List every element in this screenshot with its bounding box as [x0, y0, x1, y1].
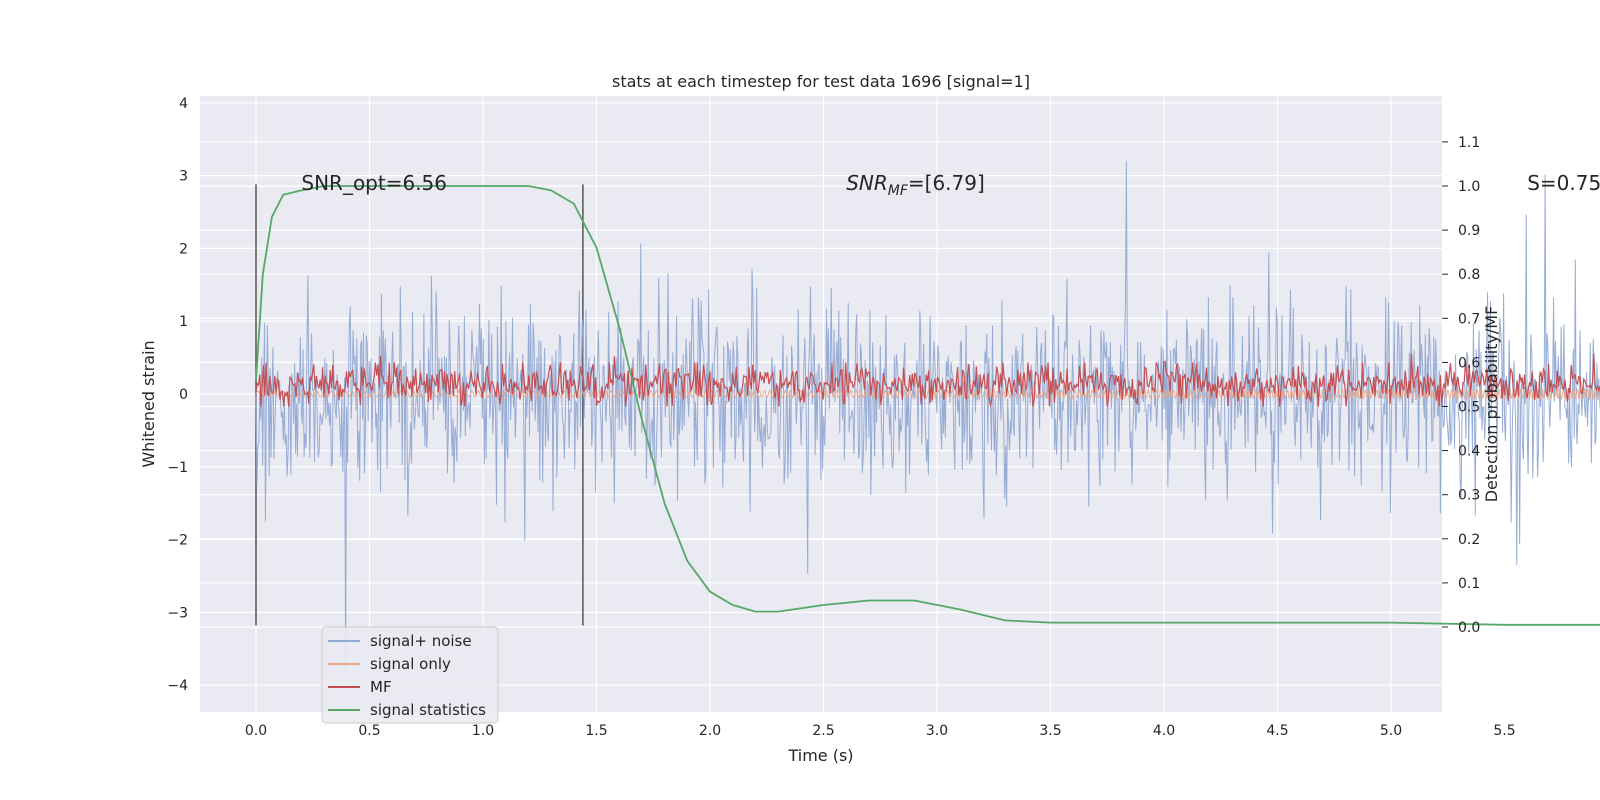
x-tick-label: 5.0 — [1380, 723, 1402, 739]
annotation: SNR_opt=6.56 — [301, 171, 447, 195]
series-signal-statistics — [255, 185, 1600, 626]
x-tick-label: 4.5 — [1266, 723, 1288, 739]
series-signal-noise — [255, 161, 1600, 674]
legend-label: signal+ noise — [370, 632, 472, 650]
y-right-tick-label: 0.3 — [1458, 488, 1480, 504]
y-left-tick-label: 3 — [179, 169, 188, 185]
x-tick-label: 3.0 — [926, 723, 948, 739]
y-right-tick-label: 0.8 — [1458, 267, 1480, 283]
x-tick-label: 1.5 — [585, 723, 607, 739]
x-tick-label: 2.0 — [699, 723, 721, 739]
y-left-tick-label: 1 — [179, 314, 188, 330]
y-right-tick-label: 0.7 — [1458, 311, 1480, 327]
x-tick-label: 5.5 — [1493, 723, 1515, 739]
annotation: SNRMF=[6.79] — [846, 171, 985, 199]
x-tick-label: 1.0 — [472, 723, 494, 739]
y-right-tick-label: 0.4 — [1458, 444, 1480, 460]
signal-statistics-line — [255, 185, 1600, 626]
y-right-tick-label: 0.1 — [1458, 576, 1480, 592]
annotation: S=0.75 — [1527, 171, 1600, 195]
signal-noise-line — [255, 161, 1600, 674]
y-left-tick-label: 0 — [179, 387, 188, 403]
x-tick-label: 0.5 — [358, 723, 380, 739]
y-left-tick-label: −2 — [167, 533, 188, 549]
x-tick-label: 2.5 — [812, 723, 834, 739]
x-axis-ticks: 0.00.51.01.52.02.53.03.54.04.55.05.56.06… — [245, 723, 1516, 739]
x-tick-label: 4.0 — [1153, 723, 1175, 739]
y-right-axis-ticks: 0.0 0.1 0.2 0.3 0.4 0.5 0.6 0.7 0.8 0.9 1.0 1.1 — [1442, 135, 1480, 636]
x-tick-label: 0.0 — [245, 723, 267, 739]
y-right-tick-label: 0.6 — [1458, 355, 1480, 371]
y-left-axis-ticks: −4 −3 −2 −1 0 1 2 3 4 — [167, 96, 188, 694]
x-axis-label: Time (s) — [787, 746, 853, 765]
y-left-tick-label: −3 — [167, 605, 188, 621]
y-right-tick-label: 0.0 — [1458, 620, 1480, 636]
signal-only-line — [255, 387, 1600, 401]
y-right-tick-label: 1.1 — [1458, 135, 1480, 151]
y-left-tick-label: −4 — [167, 678, 188, 694]
y-left-tick-label: −1 — [167, 460, 188, 476]
x-tick-label: 3.5 — [1039, 723, 1061, 739]
legend-label: signal statistics — [370, 701, 486, 719]
legend-label: MF — [370, 678, 392, 696]
y-right-tick-label: 1.0 — [1458, 179, 1480, 195]
y-right-axis-label: Detection probability/MF — [1482, 306, 1501, 503]
y-right-tick-label: 0.9 — [1458, 223, 1480, 239]
y-left-axis-label: Whitened strain — [139, 340, 158, 467]
series-signal-only — [255, 387, 1600, 401]
y-left-tick-label: 4 — [179, 96, 188, 112]
y-right-tick-label: 0.2 — [1458, 532, 1480, 548]
chart-title: stats at each timestep for test data 169… — [612, 72, 1030, 91]
y-right-tick-label: 0.5 — [1458, 400, 1480, 416]
legend-box — [321, 626, 499, 724]
legend: signal+ noise signal only MF signal statist… — [321, 626, 499, 724]
y-left-tick-label: 2 — [179, 241, 188, 257]
legend-label: signal only — [370, 655, 451, 673]
